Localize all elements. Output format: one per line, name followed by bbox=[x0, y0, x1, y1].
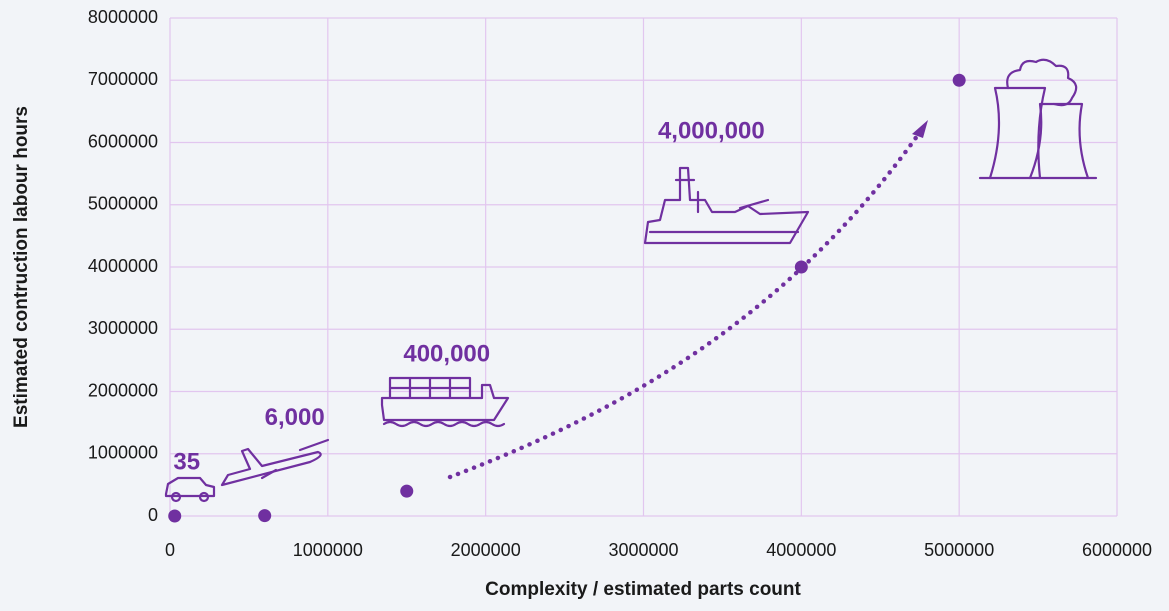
point bbox=[168, 509, 182, 523]
y-axis-title: Estimated contruction labour hours bbox=[11, 106, 32, 428]
data-label: 35 bbox=[173, 448, 200, 475]
arrow-head bbox=[912, 120, 928, 138]
y-tick-label: 0 bbox=[148, 505, 158, 525]
y-tick-label: 7000000 bbox=[88, 69, 158, 89]
y-tick-label: 6000000 bbox=[88, 131, 158, 151]
car-icon bbox=[164, 476, 216, 503]
x-tick-label: 6000000 bbox=[1082, 540, 1152, 560]
x-tick-label: 0 bbox=[165, 540, 175, 560]
y-tick-label: 3000000 bbox=[88, 318, 158, 338]
y-tick-label: 1000000 bbox=[88, 443, 158, 463]
point bbox=[400, 484, 414, 498]
y-tick-label: 4000000 bbox=[88, 256, 158, 276]
frigate-icon bbox=[643, 166, 810, 245]
x-tick-label: 1000000 bbox=[293, 540, 363, 560]
plane-icon bbox=[220, 438, 330, 487]
point bbox=[952, 73, 966, 87]
y-tick-label: 2000000 bbox=[88, 380, 158, 400]
data-label: 4,000,000 bbox=[658, 117, 765, 144]
y-tick-label: 8000000 bbox=[88, 7, 158, 27]
data-label: 6,000 bbox=[265, 404, 325, 431]
cargo-ship-icon bbox=[380, 376, 510, 428]
point bbox=[258, 509, 272, 523]
x-tick-label: 3000000 bbox=[608, 540, 678, 560]
power-plant-icon bbox=[978, 58, 1098, 180]
data-label: 400,000 bbox=[403, 340, 490, 367]
trend-arrow bbox=[447, 129, 923, 480]
x-axis-title: Complexity / estimated parts count bbox=[485, 579, 801, 600]
x-tick-label: 4000000 bbox=[766, 540, 836, 560]
point bbox=[794, 260, 808, 274]
x-tick-label: 2000000 bbox=[451, 540, 521, 560]
x-tick-label: 5000000 bbox=[924, 540, 994, 560]
y-tick-label: 5000000 bbox=[88, 194, 158, 214]
